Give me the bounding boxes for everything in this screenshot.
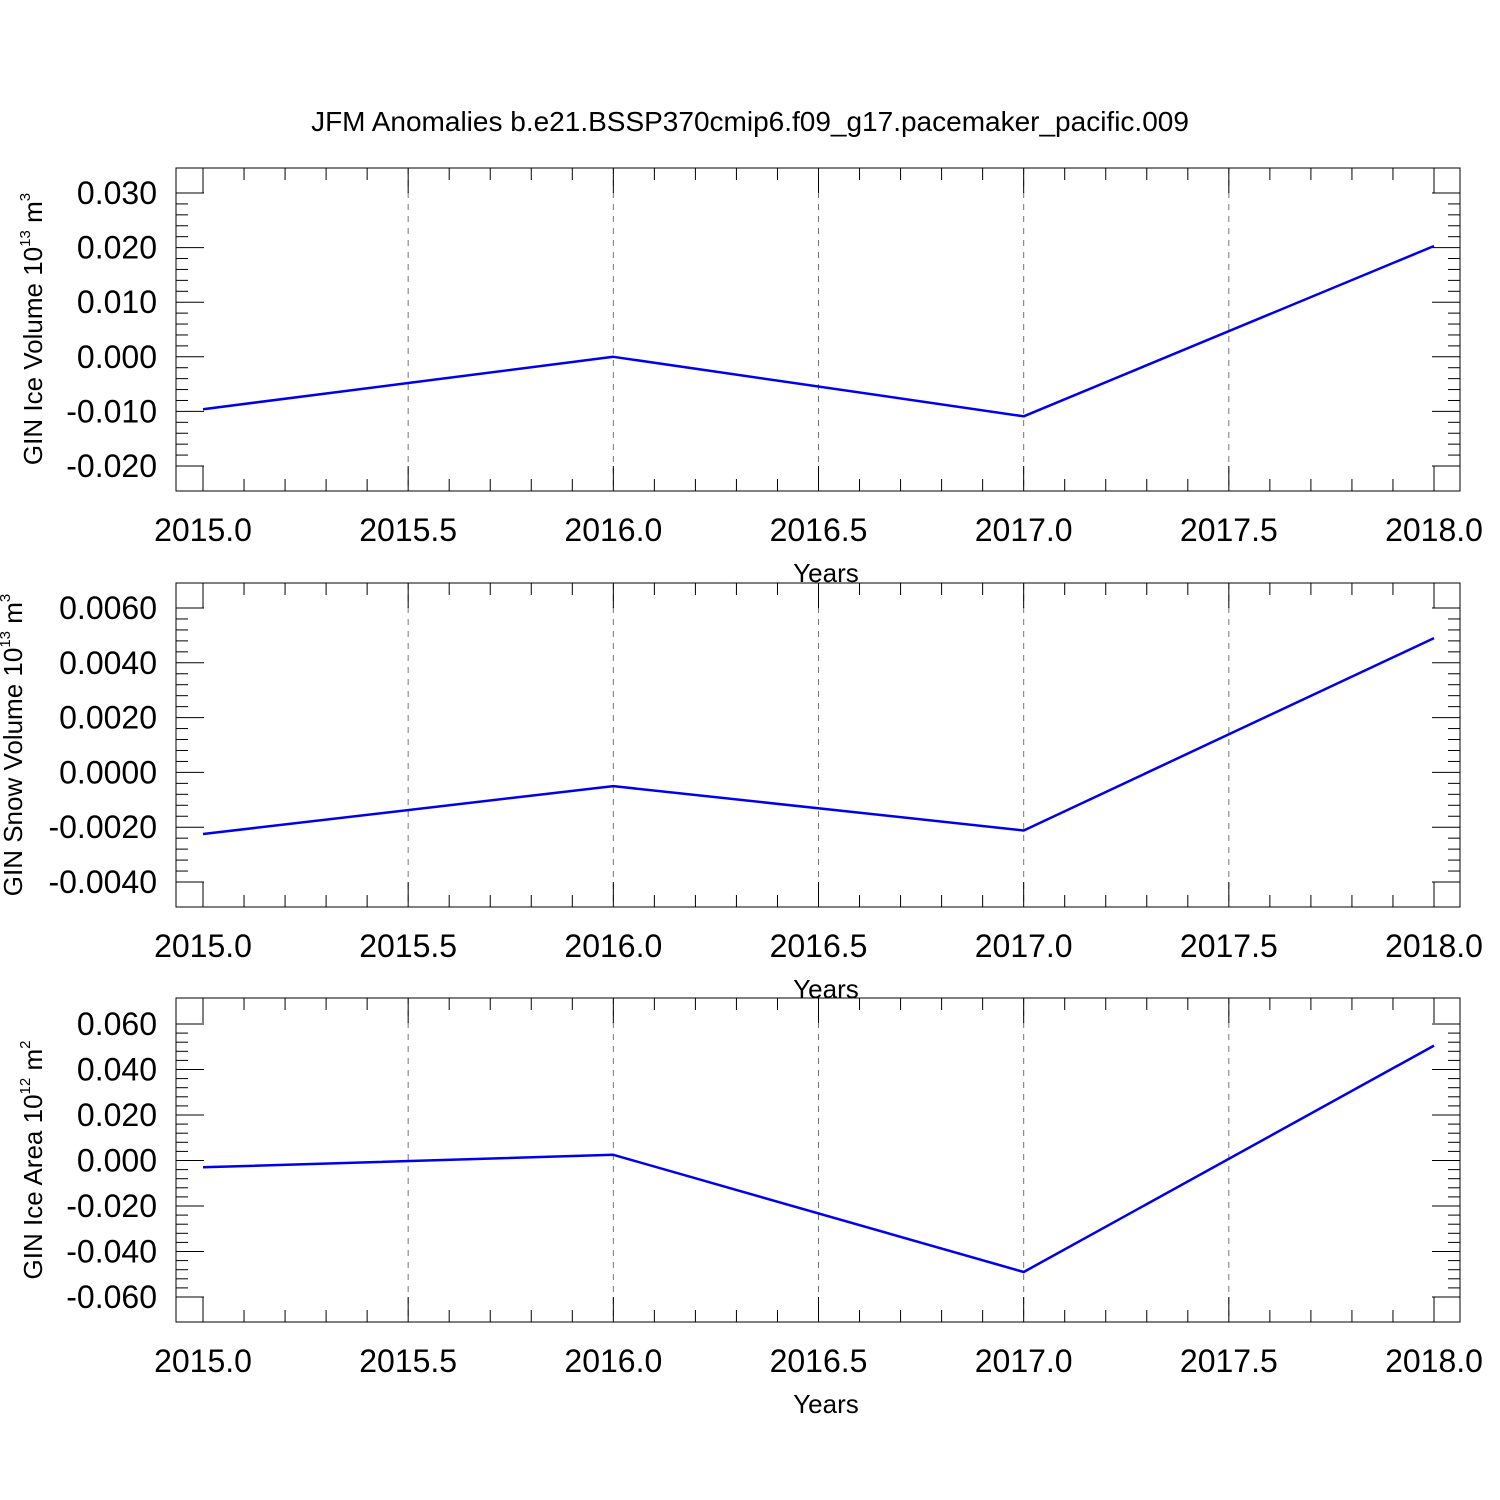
- x-tick-label: 2016.0: [564, 512, 662, 548]
- series-line: [202, 1044, 1435, 1274]
- y-axis-title-unit-exponent: 3: [17, 193, 34, 201]
- y-tick-label: 0.060: [77, 1006, 157, 1042]
- y-tick-label: 0.0000: [59, 754, 157, 790]
- y-axis-title-text: GIN Ice Volume 10: [18, 247, 48, 465]
- x-tick-label: 2016.5: [770, 928, 868, 964]
- y-axis-title-exponent: 13: [17, 230, 34, 247]
- y-tick-label: -0.020: [66, 1188, 157, 1224]
- x-tick-label: 2017.0: [975, 1343, 1073, 1379]
- y-axis-title-exponent: 12: [17, 1078, 34, 1095]
- y-axis-title-unit: m: [0, 602, 28, 631]
- y-tick-label: -0.0020: [48, 809, 157, 845]
- panels: 2015.0 2015.5 2016.0 2016.5 2017.0 2017.5 2018…: [0, 167, 1483, 1419]
- series-line: [202, 244, 1435, 418]
- y-axis-title: GIN Ice Area 1012 m2: [17, 1041, 48, 1280]
- x-tick-label: 2016.5: [770, 1343, 868, 1379]
- x-tick-label: 2015.0: [154, 512, 252, 548]
- panel-2: 2015.0 2015.5 2016.0 2016.5 2017.0 2017.5 2018…: [0, 582, 1483, 1004]
- x-tick-label: 2015.5: [359, 1343, 457, 1379]
- x-tick-label: 2015.0: [154, 928, 252, 964]
- y-tick-label: 0.000: [77, 1143, 157, 1179]
- figure-title: JFM Anomalies b.e21.BSSP370cmip6.f09_g17…: [311, 106, 1189, 137]
- y-axis-title-unit-exponent: 3: [0, 594, 14, 602]
- x-tick-label: 2018.0: [1385, 512, 1483, 548]
- x-tick-label: 2018.0: [1385, 1343, 1483, 1379]
- x-tick-label: 2017.5: [1180, 1343, 1278, 1379]
- series-line: [202, 636, 1435, 836]
- y-tick-label: 0.0020: [59, 700, 157, 736]
- y-tick-label: -0.040: [66, 1234, 157, 1270]
- y-tick-label: 0.030: [77, 175, 157, 211]
- x-tick-label: 2016.5: [770, 512, 868, 548]
- y-tick-label: 0.020: [77, 1097, 157, 1133]
- x-tick-label: 2017.5: [1180, 512, 1278, 548]
- y-axis-title-unit: m: [18, 201, 48, 230]
- y-axis-title-text: GIN Ice Area 10: [18, 1094, 48, 1279]
- y-tick-label: 0.010: [77, 284, 157, 320]
- x-tick-label: 2017.0: [975, 928, 1073, 964]
- y-tick-label: 0.040: [77, 1052, 157, 1088]
- y-tick-label: 0.020: [77, 230, 157, 266]
- y-tick-label: 0.0040: [59, 645, 157, 681]
- y-tick-label: -0.010: [66, 393, 157, 429]
- x-tick-label: 2016.0: [564, 928, 662, 964]
- y-axis-title-unit-exponent: 2: [17, 1041, 34, 1049]
- y-axis-title-unit: m: [18, 1049, 48, 1078]
- y-axis-title-text: GIN Snow Volume 10: [0, 648, 28, 897]
- y-tick-label: -0.020: [66, 448, 157, 484]
- panel-3: 2015.0 2015.5 2016.0 2016.5 2017.0 2017.5 2018…: [17, 997, 1483, 1419]
- x-tick-label: 2016.0: [564, 1343, 662, 1379]
- y-tick-label: -0.0040: [48, 864, 157, 900]
- x-tick-label: 2017.0: [975, 512, 1073, 548]
- x-axis-title: Years: [793, 974, 859, 1004]
- y-axis-title: GIN Ice Volume 1013 m3: [17, 193, 48, 465]
- x-tick-label: 2018.0: [1385, 928, 1483, 964]
- y-tick-label: 0.000: [77, 339, 157, 375]
- y-axis-title-exponent: 13: [0, 631, 14, 648]
- y-axis-title: GIN Snow Volume 1013 m3: [0, 594, 28, 897]
- x-tick-label: 2017.5: [1180, 928, 1278, 964]
- panel-1: 2015.0 2015.5 2016.0 2016.5 2017.0 2017.5 2018…: [17, 167, 1483, 588]
- x-tick-label: 2015.0: [154, 1343, 252, 1379]
- y-tick-label: -0.060: [66, 1279, 157, 1315]
- y-tick-label: 0.0060: [59, 590, 157, 626]
- x-axis-title: Years: [793, 1389, 859, 1419]
- x-tick-label: 2015.5: [359, 512, 457, 548]
- x-tick-label: 2015.5: [359, 928, 457, 964]
